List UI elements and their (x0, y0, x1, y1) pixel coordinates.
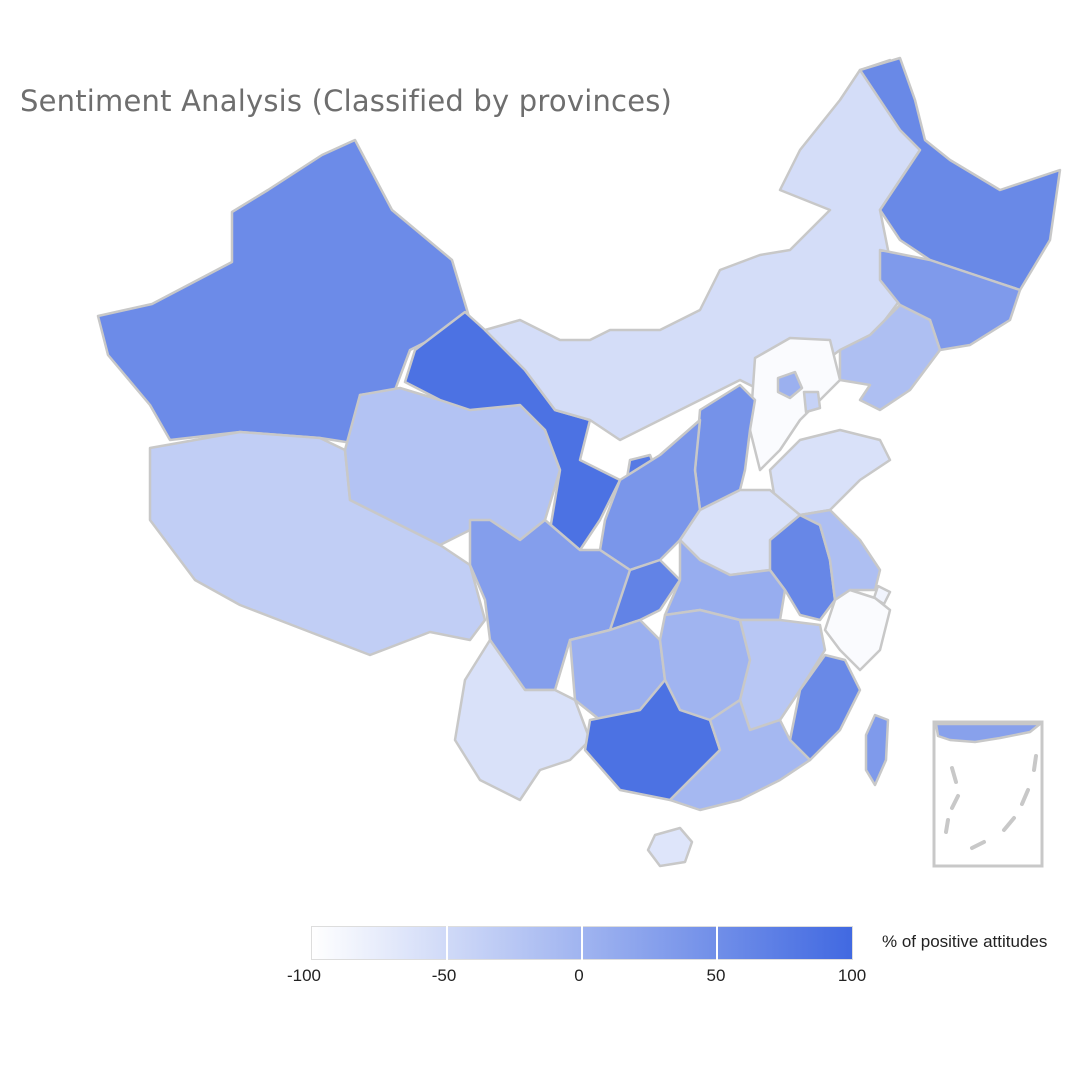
region-guangdong[interactable]: Guangdong (668, 698, 812, 812)
legend-tick-label: -50 (431, 966, 457, 985)
region-beijing[interactable]: Beijing (776, 370, 804, 400)
region-hainan[interactable]: Hainan (646, 826, 694, 868)
south-china-sea-inset: South China Sea islands (932, 720, 1044, 868)
region-zhejiang[interactable]: Zhejiang (823, 588, 892, 672)
legend-tick-divider (446, 926, 448, 960)
region-yunnan[interactable]: Yunnan (453, 638, 592, 802)
region-jiangxi[interactable]: Jiangxi (738, 618, 827, 732)
region-shandong[interactable]: Shandong (768, 428, 892, 517)
legend-tick-label: -100 (286, 966, 322, 985)
region-south-china-sea-islands[interactable]: South China Sea islands (934, 722, 1042, 744)
region-taiwan[interactable]: Taiwan (864, 713, 890, 787)
region-jiangsu[interactable]: Jiangsu (798, 508, 882, 602)
legend-tick-divider (581, 926, 583, 960)
inset-frame (932, 720, 1044, 868)
region-liaoning[interactable]: Liaoning (838, 303, 942, 412)
china-map: Xinjiang Tibet Qinghai Gansu Inner Mongo… (96, 56, 1062, 868)
region-jilin[interactable]: Jilin (878, 248, 1022, 352)
legend-tick-divider (716, 926, 718, 960)
legend-tick-label: 50 (706, 966, 726, 985)
region-tibet[interactable]: Tibet (148, 430, 487, 657)
nine-dash-line (944, 754, 1038, 850)
map-title: Sentiment Analysis (Classified by provin… (20, 84, 673, 118)
legend-title: % of positive attitudes (882, 932, 1048, 951)
legend-tick-label: 0 (574, 966, 584, 985)
region-tianjin[interactable]: Tianjin (802, 390, 822, 414)
legend-tick-label: 100 (837, 966, 867, 985)
region-gansu[interactable]: Gansu (403, 310, 622, 552)
